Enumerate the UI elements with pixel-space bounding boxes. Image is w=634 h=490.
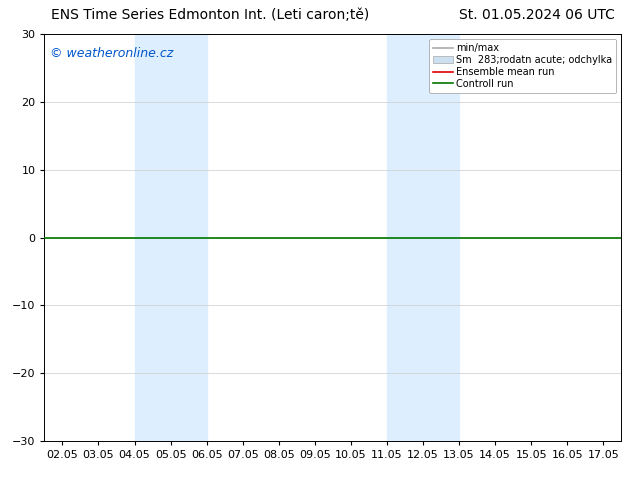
Bar xyxy=(387,34,459,441)
Text: St. 01.05.2024 06 UTC: St. 01.05.2024 06 UTC xyxy=(459,8,615,22)
Legend: min/max, Sm  283;rodatn acute; odchylka, Ensemble mean run, Controll run: min/max, Sm 283;rodatn acute; odchylka, … xyxy=(429,39,616,93)
Bar xyxy=(134,34,207,441)
Text: ENS Time Series Edmonton Int. (Leti caron;tě): ENS Time Series Edmonton Int. (Leti caro… xyxy=(51,8,369,22)
Text: © weatheronline.cz: © weatheronline.cz xyxy=(50,47,174,59)
